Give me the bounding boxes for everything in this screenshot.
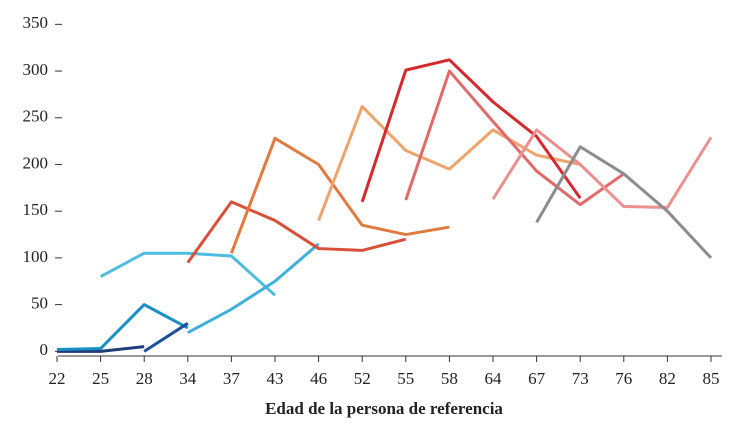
x-tick-label: 67 — [528, 369, 546, 388]
series-line — [143, 322, 189, 353]
x-tick-label: 37 — [223, 369, 241, 388]
x-tick-label: 58 — [441, 369, 458, 388]
x-tick-label: 34 — [179, 369, 197, 388]
x-tick-label: 76 — [615, 369, 632, 388]
x-tick-label: 85 — [703, 369, 720, 388]
series-line — [187, 242, 320, 334]
series-line — [317, 105, 581, 222]
x-tick-label: 52 — [354, 369, 371, 388]
x-tick-label: 28 — [136, 369, 153, 388]
x-tick-label: 82 — [659, 369, 676, 388]
x-axis-title: Edad de la persona de referencia — [265, 399, 503, 418]
y-tick-label: 200 — [23, 153, 49, 172]
series-line — [491, 128, 713, 209]
series-line — [360, 58, 582, 203]
x-tick-label: 43 — [267, 369, 284, 388]
series-line — [535, 145, 713, 259]
x-tick-label: 22 — [49, 369, 66, 388]
x-tick-label: 64 — [485, 369, 503, 388]
series-line — [229, 136, 450, 254]
series-line — [186, 200, 407, 264]
x-tick-label: 73 — [572, 369, 589, 388]
series-line — [56, 303, 189, 351]
y-tick-label: 100 — [23, 247, 49, 266]
y-tick-label: 50 — [31, 294, 48, 313]
x-tick-label: 46 — [310, 369, 327, 388]
y-tick-label: 0 — [40, 340, 49, 359]
x-tick-label: 55 — [397, 369, 414, 388]
series-line — [99, 251, 277, 297]
y-tick-label: 150 — [23, 200, 49, 219]
series-line — [57, 345, 145, 353]
y-tick-label: 250 — [23, 107, 49, 126]
y-tick-label: 300 — [23, 60, 49, 79]
x-tick-label: 25 — [92, 369, 109, 388]
series-line — [404, 69, 625, 207]
y-tick-label: 350 — [23, 13, 49, 32]
